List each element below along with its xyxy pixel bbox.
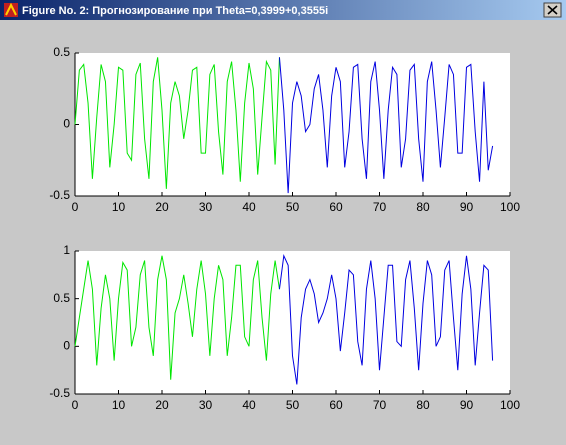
x-tick-label: 100	[500, 398, 520, 412]
y-tick-label: 0	[63, 339, 70, 353]
plot-area	[75, 53, 510, 196]
data-line	[278, 57, 494, 194]
data-line	[74, 255, 280, 380]
y-tick-label: 1	[63, 243, 70, 257]
x-tick-label: 20	[155, 398, 169, 412]
x-tick-label: 60	[329, 398, 343, 412]
y-tick-label: -0.5	[49, 386, 70, 400]
x-tick-label: 90	[460, 398, 474, 412]
x-tick-label: 70	[373, 398, 387, 412]
x-tick-label: 30	[199, 398, 213, 412]
x-tick-label: 50	[286, 398, 300, 412]
data-line	[74, 57, 280, 189]
x-tick-label: 60	[329, 200, 343, 214]
data-line	[278, 253, 494, 385]
x-tick-label: 10	[112, 200, 126, 214]
x-tick-label: 0	[72, 200, 79, 214]
y-tick-label: 0.5	[53, 45, 70, 59]
x-tick-label: 100	[500, 200, 520, 214]
window-title: Figure No. 2: Прогнозирование при Theta=…	[22, 5, 328, 17]
y-tick-label: -0.5	[49, 188, 70, 202]
x-tick-label: 20	[155, 200, 169, 214]
y-tick-label: 0.5	[53, 291, 70, 305]
x-tick-label: 70	[373, 200, 387, 214]
x-tick-label: 0	[72, 398, 79, 412]
close-icon	[547, 5, 558, 15]
x-tick-label: 80	[416, 398, 430, 412]
title-bar	[0, 0, 566, 20]
x-tick-label: 40	[242, 200, 256, 214]
x-tick-label: 30	[199, 200, 213, 214]
x-tick-label: 80	[416, 200, 430, 214]
app-icon-glyph	[5, 2, 17, 16]
x-tick-label: 90	[460, 200, 474, 214]
x-tick-label: 50	[286, 200, 300, 214]
plot-area	[75, 251, 510, 394]
y-tick-label: 0	[63, 117, 70, 131]
x-tick-label: 40	[242, 398, 256, 412]
x-tick-label: 10	[112, 398, 126, 412]
